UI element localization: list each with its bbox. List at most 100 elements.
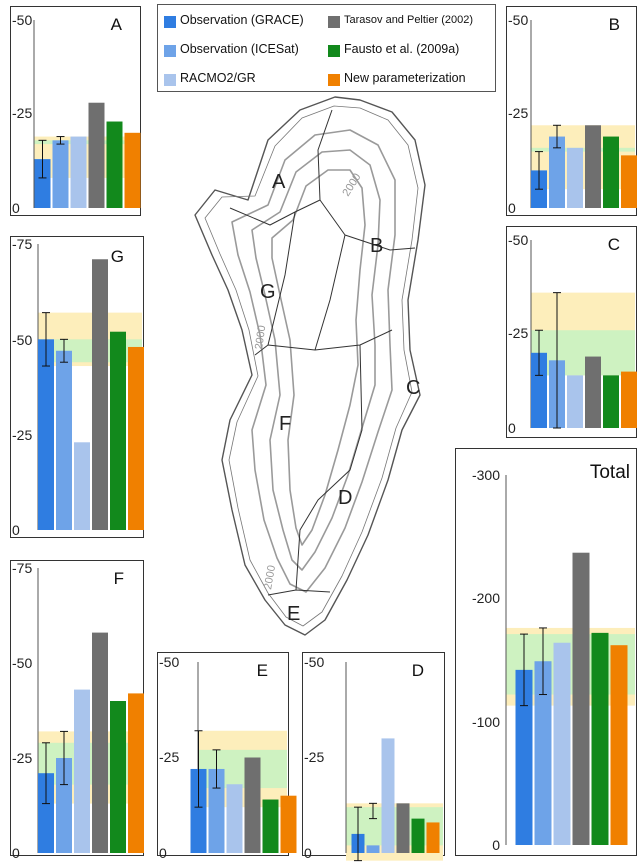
bar-0 — [190, 768, 207, 853]
bar-4 — [603, 375, 619, 428]
y-tick-label: -25 — [159, 749, 179, 765]
drainage-divides — [229, 109, 416, 596]
y-tick-label: -25 — [12, 750, 32, 766]
bar-2 — [553, 642, 571, 845]
bar-5 — [621, 155, 637, 208]
bar-2 — [70, 136, 87, 208]
error-bar — [520, 633, 528, 707]
bar-panel: -300 -200 -100 0 Total — [455, 448, 637, 856]
error-bar — [38, 139, 47, 179]
y-tick-label: -25 — [508, 325, 528, 341]
legend-label: New parameterization — [344, 71, 466, 85]
panel-title: D — [412, 661, 424, 680]
elevation-contour — [251, 149, 381, 571]
bar-1 — [366, 845, 380, 853]
bar-4 — [591, 632, 609, 845]
bar-1 — [549, 136, 565, 208]
legend-swatch — [164, 16, 176, 28]
bar-2 — [74, 442, 90, 530]
error-bar — [369, 802, 377, 820]
bar-4 — [411, 818, 425, 853]
error-bar — [539, 627, 547, 696]
bar-5 — [621, 371, 637, 428]
error-bar — [60, 730, 68, 786]
y-tick-label: 0 — [492, 837, 500, 853]
error-bar — [354, 806, 362, 862]
legend: Observation (GRACE) Observation (ICESat)… — [157, 4, 496, 92]
bar-3 — [572, 552, 590, 845]
contour-label: 2000 — [262, 564, 278, 590]
region-label-c: C — [406, 377, 420, 399]
bar-2 — [567, 147, 583, 208]
error-bar — [212, 749, 221, 789]
bar-3 — [88, 102, 105, 208]
region-label-g: G — [260, 281, 276, 303]
legend-label: Observation (GRACE) — [180, 13, 304, 27]
error-bar — [553, 124, 561, 149]
y-tick-label: 0 — [159, 845, 167, 861]
panel-title: E — [257, 661, 268, 680]
y-tick-label: -25 — [304, 749, 324, 765]
legend-swatch — [328, 16, 340, 28]
bar-panel: -75 -50 -25 0 F — [10, 560, 144, 861]
y-tick-label: -50 — [12, 655, 32, 671]
y-tick-label: -50 — [159, 654, 179, 670]
y-tick-label: 0 — [12, 200, 20, 216]
bar-1 — [56, 350, 72, 530]
elevation-contour — [231, 129, 396, 593]
legend-label: Fausto et al. (2009a) — [344, 42, 460, 56]
panel-title: F — [114, 569, 124, 588]
region-label-e: E — [287, 603, 300, 625]
bar-5 — [426, 822, 440, 853]
error-bar — [56, 136, 65, 145]
bar-5 — [280, 795, 297, 853]
y-tick-label: -50 — [508, 232, 528, 248]
bar-4 — [262, 799, 279, 853]
y-tick-label: 0 — [508, 420, 516, 436]
bar-panel: -50 -25 0 B — [506, 6, 637, 216]
region-label-d: D — [338, 487, 352, 509]
bar-2 — [74, 689, 90, 853]
bar-1 — [208, 768, 225, 853]
legend-swatch — [328, 45, 340, 57]
bar-3 — [92, 632, 108, 853]
bar-panel: -50 -25 0 E — [157, 652, 297, 861]
error-bar — [42, 312, 50, 367]
bar-3 — [244, 757, 261, 853]
error-bar — [60, 338, 68, 363]
contour-label: 2000 — [253, 325, 268, 351]
y-tick-label: -50 — [12, 332, 32, 348]
bar-5 — [128, 346, 144, 530]
y-tick-label: -75 — [12, 560, 32, 576]
panel-title: B — [609, 15, 620, 34]
greenland-coastline — [194, 96, 426, 636]
y-tick-label: -100 — [472, 714, 500, 730]
error-bar — [553, 292, 561, 429]
bar-0 — [38, 773, 54, 853]
y-tick-label: -50 — [12, 12, 32, 28]
bar-0 — [38, 339, 54, 530]
bar-5 — [610, 645, 628, 845]
bar-2 — [226, 784, 243, 853]
bar-4 — [603, 136, 619, 208]
legend-label: Tarasov and Peltier (2002) — [344, 14, 474, 26]
bar-3 — [585, 125, 601, 208]
error-bar — [535, 151, 543, 190]
legend-label: RACMO2/GR — [180, 71, 256, 85]
bar-3 — [92, 259, 108, 530]
y-tick-label: -50 — [508, 12, 528, 28]
y-tick-label: -25 — [12, 427, 32, 443]
bar-0 — [34, 159, 51, 208]
y-tick-label: -25 — [12, 105, 32, 121]
y-tick-label: -300 — [472, 467, 500, 483]
bar-0 — [515, 669, 533, 845]
panel-title: C — [608, 235, 620, 254]
bar-4 — [106, 121, 123, 208]
panel-title: Total — [590, 462, 630, 483]
bar-0 — [531, 352, 547, 428]
y-tick-label: 0 — [12, 522, 20, 538]
bar-panel: -75 -50 -25 0 G — [10, 236, 144, 538]
legend-swatch — [328, 74, 340, 86]
y-tick-label: -200 — [472, 590, 500, 606]
bar-2 — [381, 738, 395, 853]
